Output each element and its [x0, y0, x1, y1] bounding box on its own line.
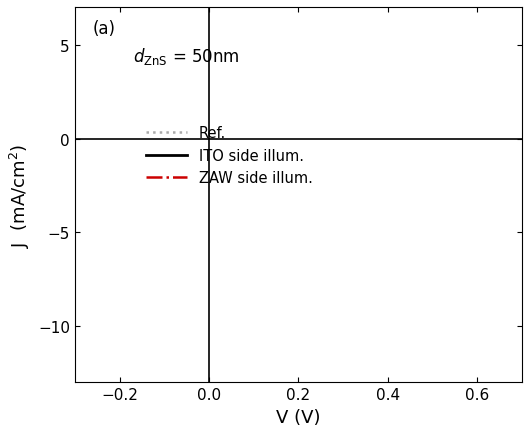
Text: (a): (a) — [93, 20, 116, 37]
Legend: Ref., ITO side illum., ZAW side illum.: Ref., ITO side illum., ZAW side illum. — [140, 120, 319, 191]
X-axis label: V (V): V (V) — [276, 408, 321, 426]
Text: $d_{\mathrm{ZnS}}$ = 50nm: $d_{\mathrm{ZnS}}$ = 50nm — [133, 46, 240, 67]
Y-axis label: J  (mA/cm$^2$): J (mA/cm$^2$) — [8, 143, 32, 247]
